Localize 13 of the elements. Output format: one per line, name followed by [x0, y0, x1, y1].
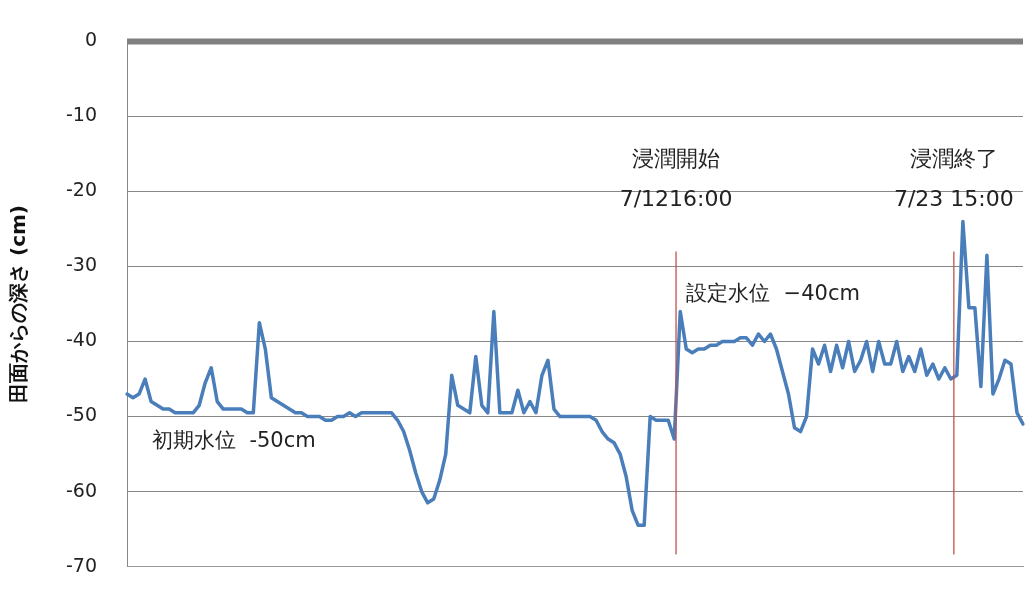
annotation: 浸潤終了 7/23 15:00 — [893, 146, 1014, 212]
y-tick-label: -30 — [65, 253, 98, 276]
annotation: 初期水位 -50cm — [152, 427, 316, 452]
y-tick-label: -20 — [65, 178, 98, 201]
y-axis-title: 田面からの深さ (cm) — [6, 205, 31, 403]
y-tick-label: -40 — [65, 328, 98, 351]
y-tick-label: 0 — [84, 28, 98, 51]
y-tick-label: -60 — [65, 478, 98, 501]
y-tick-label: -50 — [65, 403, 98, 426]
annotation: 浸潤開始 7/1216:00 — [619, 146, 733, 212]
y-tick-label: -70 — [65, 553, 98, 576]
y-tick-label: -10 — [65, 103, 98, 126]
annotation: 設定水位 −40cm — [686, 281, 860, 306]
